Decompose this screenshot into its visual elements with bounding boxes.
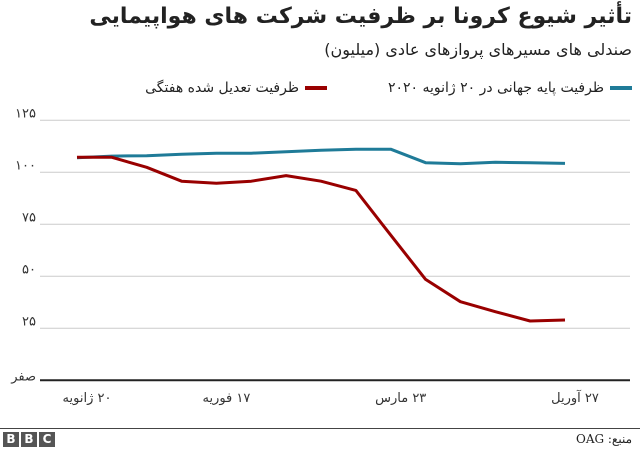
legend-item-adjusted: ظرفیت تعدیل شده هفتگی [145, 80, 327, 96]
chart-subtitle: صندلی های مسیرهای پروازهای عادی (میلیون) [324, 40, 632, 59]
footer-divider [0, 428, 640, 429]
source-note: منبع: OAG [575, 432, 632, 446]
y-tick-label: ۲۵ [22, 314, 36, 329]
x-tick-label: ۲۰ ژانویه [63, 391, 112, 406]
legend-swatch-adjusted [305, 86, 327, 90]
x-tick-label: ۲۷ آوریل [551, 389, 599, 406]
legend-item-baseline: ظرفیت پایه جهانی در ۲۰ ژانویه ۲۰۲۰ [388, 80, 632, 96]
y-tick-label: ۱۲۵ [15, 106, 36, 121]
legend-label-baseline: ظرفیت پایه جهانی در ۲۰ ژانویه ۲۰۲۰ [387, 80, 604, 96]
legend: ظرفیت پایه جهانی در ۲۰ ژانویه ۲۰۲۰ ظرفیت… [90, 80, 632, 104]
y-tick-label: ۵۰ [22, 262, 36, 277]
series-line-adjusted [77, 155, 566, 323]
chart-title: تأثیر شیوع کرونا بر ظرفیت شرکت های هواپی… [89, 4, 632, 29]
x-tick-label: ۲۳ مارس [375, 391, 426, 406]
x-tick-label: ۱۷ فوریه [202, 391, 250, 406]
y-tick-label: صفر [10, 369, 36, 384]
series-line-baseline [76, 147, 566, 166]
legend-swatch-baseline [610, 86, 632, 90]
legend-label-adjusted: ظرفیت تعدیل شده هفتگی [145, 80, 299, 96]
y-tick-label: ۷۵ [22, 210, 36, 225]
y-tick-label: ۱۰۰ [15, 158, 36, 173]
